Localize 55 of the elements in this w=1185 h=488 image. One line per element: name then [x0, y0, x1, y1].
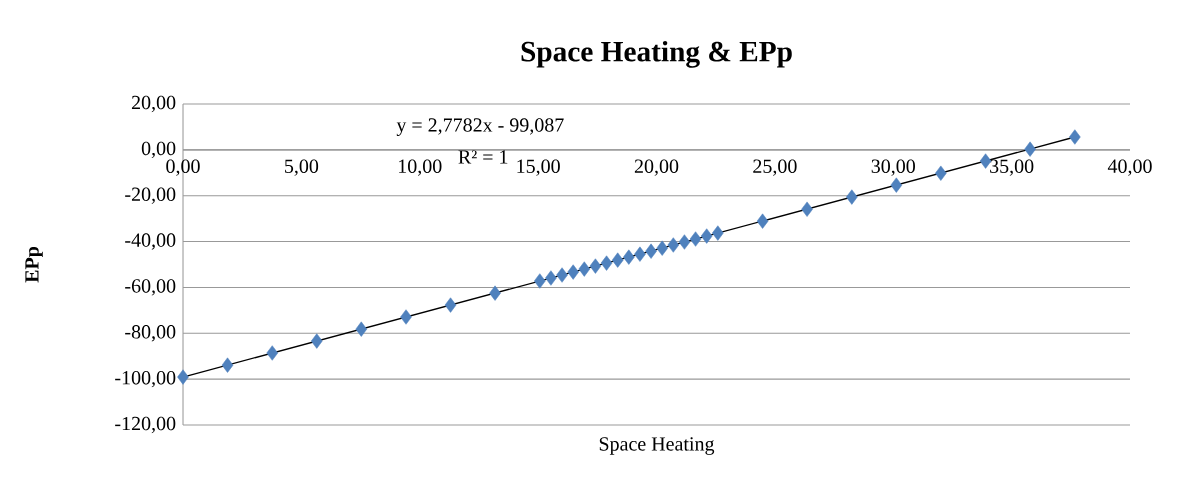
point — [266, 345, 279, 361]
point — [645, 243, 657, 259]
chart-title: Space Heating & EPp — [521, 40, 792, 68]
point — [444, 297, 457, 313]
point — [756, 213, 769, 229]
point — [545, 270, 557, 286]
point — [589, 258, 602, 274]
point — [935, 165, 947, 181]
x-tick-label: 25,00 — [753, 159, 797, 176]
point — [311, 333, 323, 349]
point — [700, 228, 713, 244]
point — [556, 267, 568, 283]
y-tick-label: 0,00 — [141, 141, 176, 159]
annotation: R² = 1 — [458, 150, 508, 164]
point — [355, 321, 368, 337]
x-tick-label: 30,00 — [871, 159, 915, 176]
point — [611, 252, 624, 268]
point — [712, 225, 724, 241]
x-tick-label: 40,00 — [1107, 159, 1152, 176]
y-tick-label: -120,00 — [115, 416, 176, 434]
point — [177, 369, 189, 385]
y-axis-title: EPp — [25, 246, 43, 283]
point — [600, 255, 613, 271]
y-tick-label: -40,00 — [125, 233, 176, 250]
point — [400, 309, 412, 325]
point — [1069, 129, 1081, 145]
y-tick-label: 20,00 — [131, 95, 176, 113]
point — [489, 285, 501, 301]
y-tick-label: -80,00 — [125, 325, 176, 342]
point — [1024, 141, 1036, 157]
point — [689, 231, 702, 247]
x-axis-title: Space Heating — [599, 437, 715, 455]
x-tick-label: 20,00 — [634, 159, 679, 176]
point — [979, 153, 992, 169]
y-tick-label: -100,00 — [115, 370, 176, 388]
y-tick-label: -60,00 — [125, 279, 176, 296]
annotation: y = 2,7782x - 99,087 — [396, 118, 564, 136]
x-tick-label: 15,00 — [517, 159, 560, 176]
point — [656, 240, 668, 256]
point — [578, 261, 591, 277]
point — [890, 177, 903, 193]
x-tick-label: 0,00 — [166, 159, 200, 176]
y-tick-label: -20,00 — [125, 187, 176, 204]
point — [634, 246, 646, 262]
x-tick-label: 35,00 — [990, 159, 1034, 176]
point — [567, 264, 579, 280]
point — [801, 201, 813, 217]
point — [221, 357, 234, 373]
point — [678, 234, 691, 250]
point — [534, 273, 546, 289]
point — [667, 237, 680, 253]
point — [846, 189, 858, 205]
point — [623, 249, 635, 265]
x-tick-label: 10,00 — [399, 159, 442, 176]
x-tick-label: 5,00 — [285, 159, 319, 176]
